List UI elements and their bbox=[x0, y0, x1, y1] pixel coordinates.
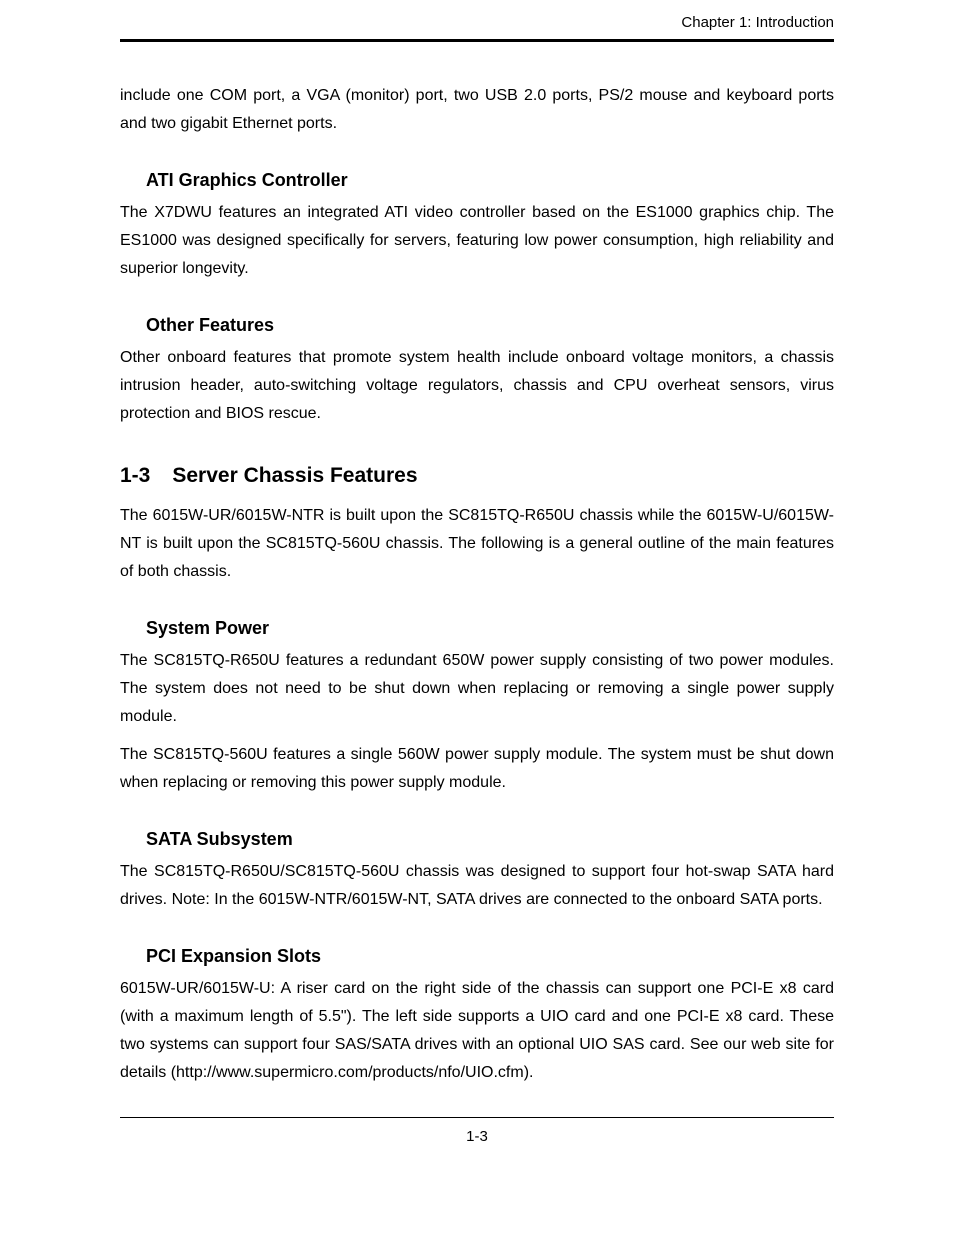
intro-continuation-paragraph: include one COM port, a VGA (monitor) po… bbox=[120, 82, 834, 138]
heading-sata-subsystem: SATA Subsystem bbox=[146, 829, 834, 850]
para-system-power-2: The SC815TQ-560U features a single 560W … bbox=[120, 741, 834, 797]
heading-pci-expansion: PCI Expansion Slots bbox=[146, 946, 834, 967]
heading-server-chassis-features: 1-3 Server Chassis Features bbox=[120, 464, 834, 488]
section-title: Server Chassis Features bbox=[172, 464, 417, 487]
footer-rule bbox=[120, 1117, 834, 1118]
document-page: Chapter 1: Introduction include one COM … bbox=[0, 0, 954, 1235]
para-other-features: Other onboard features that promote syst… bbox=[120, 344, 834, 428]
heading-ati-graphics: ATI Graphics Controller bbox=[146, 170, 834, 191]
para-sata-subsystem: The SC815TQ-R650U/SC815TQ-560U chassis w… bbox=[120, 858, 834, 914]
page-number: 1-3 bbox=[120, 1128, 834, 1145]
chapter-header: Chapter 1: Introduction bbox=[120, 14, 834, 37]
header-rule bbox=[120, 39, 834, 42]
para-chassis-intro: The 6015W-UR/6015W-NTR is built upon the… bbox=[120, 502, 834, 586]
heading-system-power: System Power bbox=[146, 618, 834, 639]
heading-other-features: Other Features bbox=[146, 315, 834, 336]
para-pci-expansion: 6015W-UR/6015W-U: A riser card on the ri… bbox=[120, 975, 834, 1087]
para-system-power-1: The SC815TQ-R650U features a redundant 6… bbox=[120, 647, 834, 731]
para-ati-graphics: The X7DWU features an integrated ATI vid… bbox=[120, 199, 834, 283]
section-number: 1-3 bbox=[120, 464, 150, 488]
